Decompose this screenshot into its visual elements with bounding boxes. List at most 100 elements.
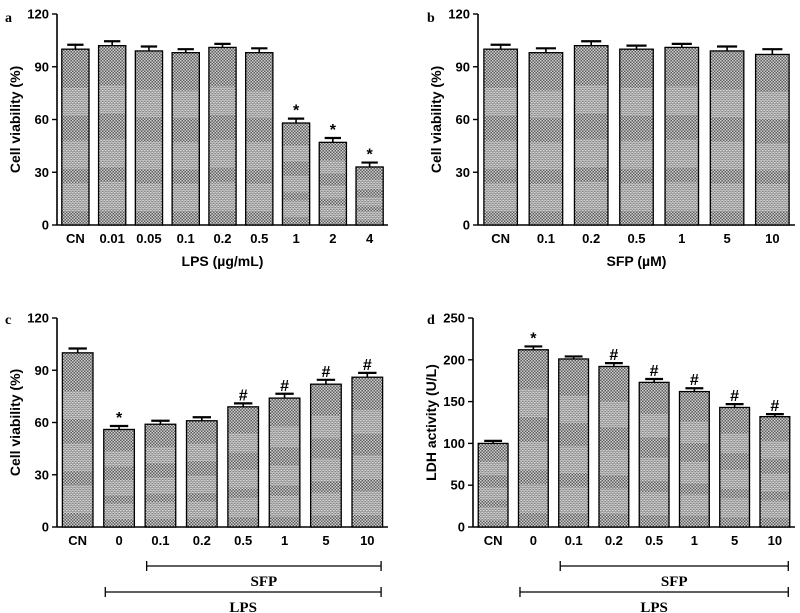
bar-texture-band: [575, 85, 607, 114]
bar-texture-band: [760, 500, 789, 519]
x-tick-label: 1: [678, 231, 685, 246]
significance-mark: #: [730, 388, 739, 405]
bar-texture-band: [173, 183, 199, 212]
bar-texture-band: [187, 476, 217, 494]
bar-texture-band: [136, 141, 162, 170]
bar-texture-band: [270, 465, 299, 486]
bar-texture-band: [63, 391, 92, 420]
y-tick-label: 50: [451, 478, 465, 493]
bar-texture-band: [519, 441, 548, 471]
bar-texture-band: [99, 85, 125, 114]
x-tick-label: 0.2: [193, 533, 211, 548]
y-tick-label: 90: [35, 363, 49, 378]
significance-mark: *: [293, 103, 300, 120]
bar-texture-band: [173, 142, 199, 170]
bar-texture-band: [246, 142, 272, 170]
significance-mark: #: [239, 387, 248, 404]
bar-texture-band: [620, 140, 653, 169]
bar-texture-band: [353, 491, 382, 516]
chart-panel-b: 0 30 60 90 120 CN 0.1 0.2 0.5 1 5 10 Cell viability …: [427, 7, 795, 269]
group-bracket-sfp: SFP: [146, 561, 382, 590]
x-axis-title: SFP (µM): [607, 253, 667, 269]
y-axis-title: Cell viability (%): [428, 66, 444, 173]
bar-texture-band: [711, 141, 743, 170]
bar-texture-band: [63, 443, 92, 472]
group-bracket-lps: LPS: [519, 587, 789, 613]
bar-texture-band: [320, 205, 346, 219]
x-tick-label: 1: [292, 231, 299, 246]
bar-texture-band: [484, 140, 517, 169]
group-label: LPS: [640, 600, 668, 613]
bar-texture-band: [246, 90, 272, 119]
bar-texture-band: [559, 486, 588, 514]
bar-texture-band: [357, 197, 383, 207]
bar-texture-band: [357, 179, 383, 190]
bar-texture-band: [311, 492, 341, 516]
y-tick-label: 120: [27, 7, 49, 22]
significance-mark: #: [690, 372, 699, 389]
significance-mark: #: [609, 347, 618, 364]
bar-texture-band: [599, 401, 628, 428]
bar-texture-band: [666, 182, 698, 211]
x-tick-label: 2: [329, 231, 336, 246]
y-axis-title: LDH activity (U/L): [423, 364, 439, 481]
bar-texture-band: [173, 90, 199, 119]
x-tick-label: 1: [281, 533, 288, 548]
bar-texture-band: [599, 488, 628, 515]
bar-texture-band: [756, 91, 789, 120]
bar-texture-band: [720, 433, 749, 453]
bar-texture-band: [530, 142, 562, 170]
panel-label: d: [427, 313, 435, 328]
x-tick-label: 10: [765, 231, 779, 246]
chart-panel-c: 0 30 60 90 120 CN * 0 0.1 0.2 #0.5 #1 #5 #10 Cell viab…: [5, 311, 388, 613]
panel-label: b: [427, 11, 435, 26]
significance-mark: #: [770, 398, 779, 415]
x-tick-label: 0.5: [250, 231, 268, 246]
bar-texture-band: [209, 86, 236, 115]
bar-texture-band: [760, 440, 789, 459]
y-tick-label: 200: [443, 352, 465, 367]
bar-texture-band: [99, 138, 125, 168]
x-tick-label: CN: [484, 533, 503, 548]
bar-texture-band: [283, 145, 309, 162]
bar-texture-band: [599, 449, 628, 476]
bar-texture-band: [320, 185, 346, 199]
bar-texture-band: [484, 87, 517, 116]
bar-texture-band: [760, 474, 789, 492]
bar-texture-band: [559, 446, 588, 474]
bar-texture-band: [270, 426, 299, 448]
y-tick-label: 90: [456, 59, 470, 74]
bar-texture-band: [187, 444, 217, 462]
bar-texture-band: [104, 450, 134, 467]
bar-texture-band: [104, 480, 134, 496]
x-tick-label: 0.2: [582, 231, 600, 246]
significance-mark: #: [363, 357, 372, 374]
bar-texture-band: [357, 211, 383, 221]
x-tick-label: 4: [366, 231, 374, 246]
group-bracket-lps: LPS: [104, 587, 382, 613]
group-bracket-sfp: SFP: [559, 561, 789, 590]
bar-texture-band: [575, 138, 607, 168]
bar-texture-band: [640, 492, 669, 516]
significance-mark: *: [116, 410, 123, 427]
bar-texture-band: [228, 498, 258, 518]
bar-texture-band: [484, 182, 517, 211]
bar-texture-band: [136, 183, 162, 212]
bar-texture-band: [680, 494, 709, 517]
y-tick-label: 0: [458, 520, 465, 535]
panel-label: a: [5, 11, 12, 26]
x-tick-label: 0.01: [100, 231, 125, 246]
bar-texture-band: [479, 486, 508, 501]
chart-panel-d: 0 50 100 150 200 250 CN * 0 0.1 #0.2 #0.5 #1 #5 #10 LDH…: [423, 311, 795, 613]
x-axis-title: LPS (µg/mL): [182, 253, 264, 269]
x-tick-label: 10: [360, 533, 374, 548]
x-tick-label: 10: [768, 533, 782, 548]
bar-texture-band: [270, 496, 299, 517]
x-tick-label: CN: [66, 231, 85, 246]
bar-texture-band: [479, 461, 508, 476]
bar-texture-band: [311, 458, 341, 482]
x-tick-label: 0.05: [136, 231, 161, 246]
significance-mark: #: [650, 363, 659, 380]
x-tick-label: 0.5: [645, 533, 663, 548]
x-tick-label: 0.5: [627, 231, 645, 246]
